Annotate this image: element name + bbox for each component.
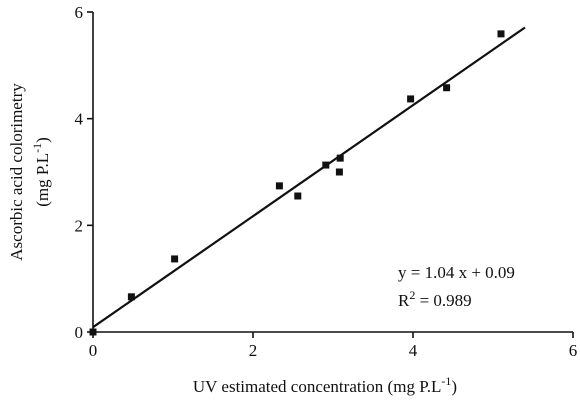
- point: [127, 293, 135, 301]
- point: [275, 182, 283, 190]
- y-axis-label-unit: (mg P.L-1): [30, 137, 52, 207]
- y-tick-label: 4: [75, 110, 84, 129]
- fit-line: [92, 26, 526, 329]
- point: [294, 192, 302, 200]
- point: [335, 168, 343, 176]
- axes: [92, 12, 573, 333]
- r-squared: R2 = 0.989: [398, 288, 472, 310]
- point: [497, 30, 505, 38]
- y-tick-label: 6: [75, 3, 84, 22]
- point: [322, 161, 330, 169]
- x-tick-label: 2: [249, 341, 258, 360]
- y-tick-label: 2: [75, 216, 84, 235]
- point: [407, 95, 415, 103]
- equation: y = 1.04 x + 0.09: [398, 263, 515, 282]
- y-axis-label: Ascorbic acid colorimetry: [7, 83, 26, 261]
- x-axis-label: UV estimated concentration (mg P.L-1): [193, 374, 457, 396]
- x-tick-label: 0: [89, 341, 98, 360]
- point: [89, 328, 97, 336]
- point: [336, 154, 344, 162]
- y-tick-label: 0: [75, 323, 84, 342]
- point: [171, 255, 179, 263]
- x-tick-label: 6: [569, 341, 578, 360]
- point: [443, 84, 451, 92]
- x-tick-label: 4: [409, 341, 418, 360]
